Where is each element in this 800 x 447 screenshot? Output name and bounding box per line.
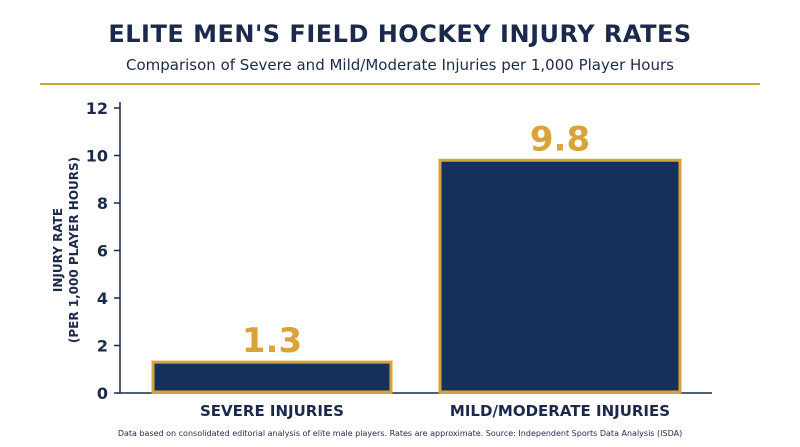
x-axis-categories: SEVERE INJURIES MILD/MODERATE INJURIES (200, 402, 670, 420)
source-footnote: Data based on consolidated editorial ana… (117, 429, 683, 438)
y-tick-label: 10 (86, 147, 108, 166)
bar-value-label: 9.8 (530, 119, 590, 159)
bar (151, 360, 393, 394)
x-category-label: SEVERE INJURIES (200, 402, 344, 420)
y-axis-title-line1: INJURY RATE (51, 208, 65, 292)
bars (151, 158, 682, 394)
y-tick-label: 12 (86, 99, 108, 118)
y-axis-ticks: 0 2 4 6 8 10 12 (86, 99, 120, 403)
x-category-label: MILD/MODERATE INJURIES (450, 402, 670, 420)
y-tick-label: 6 (97, 242, 108, 261)
y-tick-label: 0 (97, 384, 108, 403)
bar-value-label: 1.3 (242, 321, 302, 361)
y-axis-title-line2: (PER 1,000 PLAYER HOURS) (67, 157, 81, 343)
y-tick-label: 2 (97, 337, 108, 356)
y-tick-label: 8 (97, 194, 108, 213)
bar-value-labels: 1.3 9.8 (242, 119, 590, 361)
chart-title: ELITE MEN'S FIELD HOCKEY INJURY RATES (108, 20, 692, 48)
y-tick-label: 4 (97, 289, 108, 308)
chart-subtitle: Comparison of Severe and Mild/Moderate I… (126, 56, 674, 74)
bar (438, 158, 682, 394)
y-axis-title: INJURY RATE (PER 1,000 PLAYER HOURS) (51, 157, 81, 343)
title-divider (40, 83, 760, 85)
